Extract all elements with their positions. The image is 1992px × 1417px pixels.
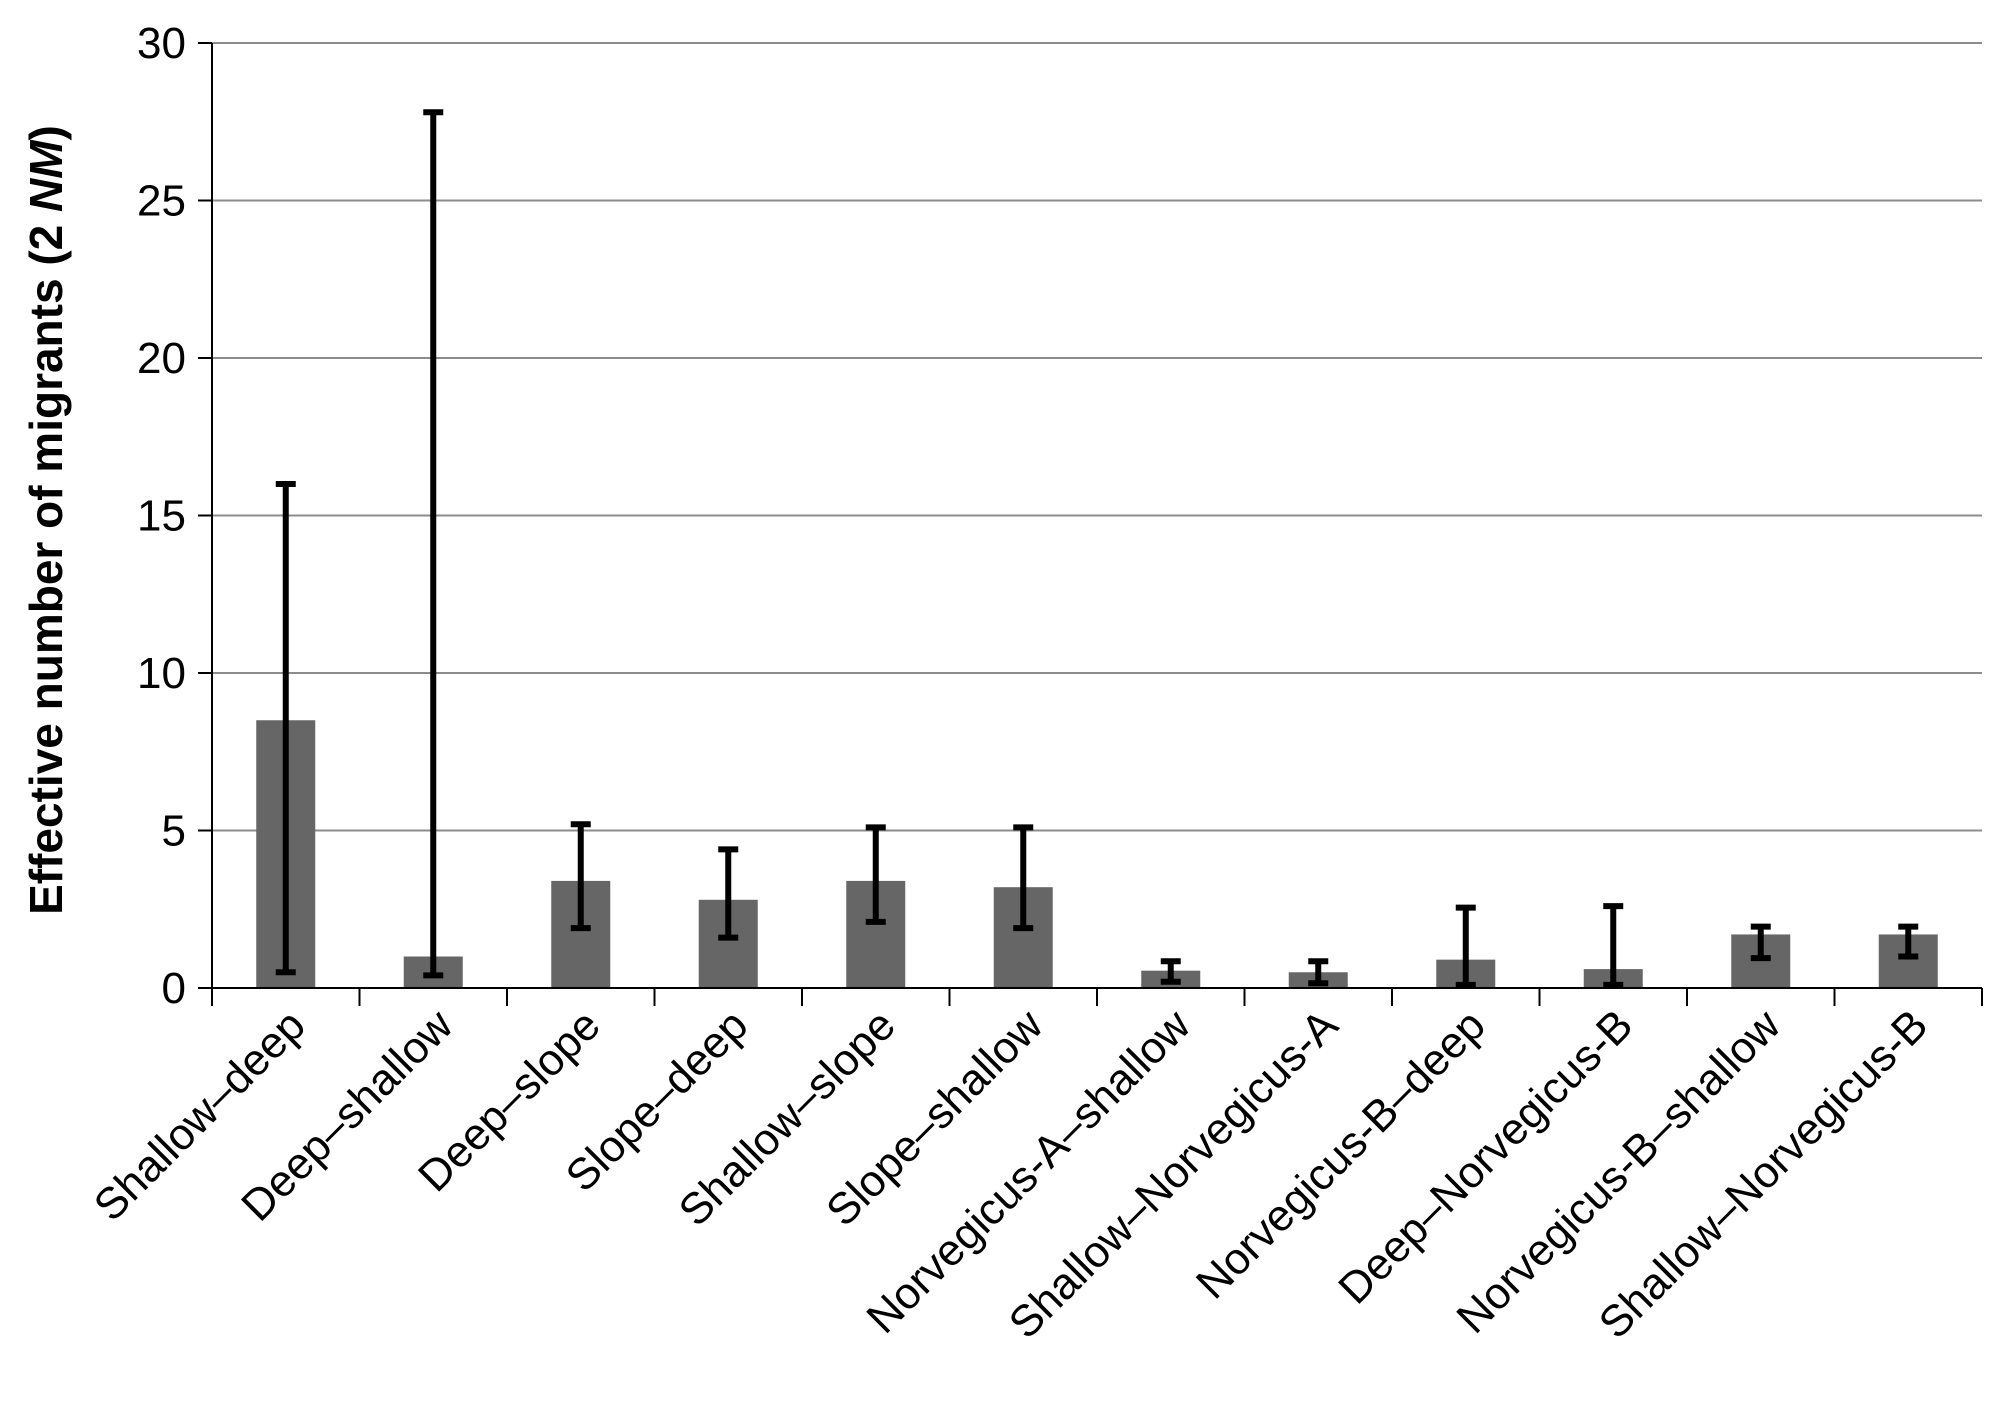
y-tick-label: 10: [137, 649, 186, 698]
y-tick-label: 15: [137, 492, 186, 541]
y-tick-labels: 0 5 10 15 20 25 30: [137, 19, 186, 1013]
gridlines: [212, 42, 1982, 832]
x-category-label: Deep–Norvegicus-B: [1329, 1000, 1642, 1313]
axes-group: [198, 42, 1983, 1006]
y-axis-title: Effective number of migrants (2 NM): [20, 125, 72, 915]
y-tick-label: 5: [162, 807, 186, 856]
y-tick-label: 20: [137, 334, 186, 383]
y-tick-label: 0: [162, 964, 186, 1013]
y-tick-label: 25: [137, 177, 186, 226]
error-bars-group: [275, 109, 1919, 988]
x-category-label: Norvegicus-B–deep: [1187, 1000, 1495, 1308]
x-category-labels: Shallow–deepDeep–shallowDeep–slopeSlope–…: [85, 1000, 1938, 1348]
y-tick-label: 30: [137, 19, 186, 68]
bars-group: [256, 720, 1938, 988]
